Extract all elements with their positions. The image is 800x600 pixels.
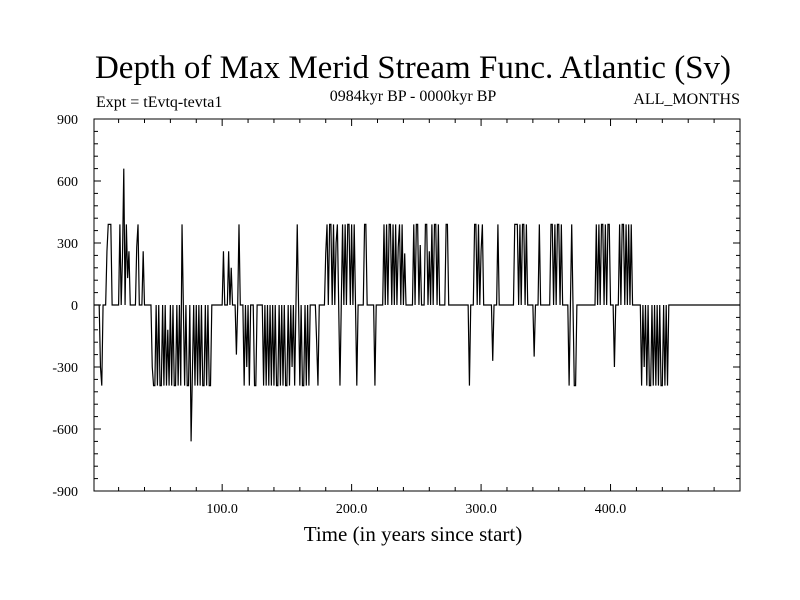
y-tick-label: 300 <box>57 237 78 252</box>
y-tick-label: -600 <box>52 423 78 438</box>
x-axis-label: Time (in years since start) <box>304 522 523 546</box>
experiment-label: Expt = tEvtq-tevta1 <box>96 94 222 111</box>
time-range-label: 0984kyr BP - 0000kyr BP <box>330 88 497 105</box>
x-axis: 100.0 200.0 300.0 400.0 <box>118 119 715 517</box>
y-axis: -900 -600 -300 0 300 600 900 <box>52 113 740 500</box>
y-tick-label: -900 <box>52 485 78 500</box>
x-tick-label: 400.0 <box>595 502 627 517</box>
x-tick-label: 300.0 <box>465 502 497 517</box>
chart-title: Depth of Max Merid Stream Func. Atlantic… <box>95 50 731 86</box>
x-tick-label: 100.0 <box>206 502 238 517</box>
series-line <box>94 168 740 442</box>
y-tick-label: 0 <box>71 299 78 314</box>
y-tick-label: 600 <box>57 175 78 190</box>
y-tick-label: -300 <box>52 361 78 376</box>
y-tick-label: 900 <box>57 113 78 128</box>
months-label: ALL_MONTHS <box>633 91 740 108</box>
x-tick-label: 200.0 <box>336 502 368 517</box>
